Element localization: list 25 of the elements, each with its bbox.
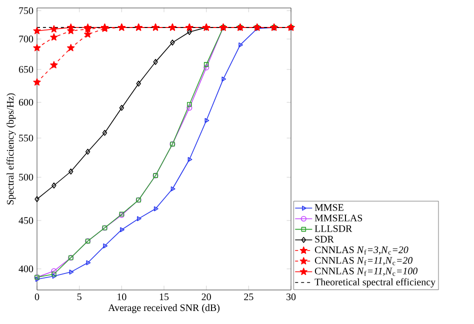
legend-label: MMSE: [314, 204, 344, 211]
y-tick-label: 700: [19, 36, 34, 42]
legend-label: CNNLAS N$_{f}$=3,N$_{c}$=20: [314, 246, 408, 255]
x-tick-label: 30: [286, 293, 296, 300]
y-tick-label: 650: [18, 66, 34, 73]
x-axis-title: Average received SNR (dB): [108, 304, 220, 314]
x-tick-label: 20: [202, 293, 211, 300]
y-tick-label: 500: [19, 174, 34, 181]
x-tick-label: 5: [77, 293, 82, 300]
legend-label: LLLSDR: [314, 225, 352, 232]
legend-label: CNNLAS N$_{f}$=11,N$_{c}$=100: [314, 268, 418, 276]
y-tick-label: 400: [18, 266, 34, 272]
x-tick-label: 0: [34, 293, 40, 300]
y-tick-label: 450: [18, 217, 34, 224]
y-tick-label: 600: [18, 98, 34, 106]
x-tick-label: 10: [118, 293, 126, 300]
legend-label: Theoretical spectral efficiency: [314, 278, 436, 288]
y-tick-label: 750: [19, 7, 34, 14]
legend-label: SDR: [315, 236, 334, 243]
y-axis-title: Spectral efficiency (bps/Hz): [6, 93, 16, 204]
x-tick-label: 15: [160, 293, 169, 300]
legend-label: CNNLAS N$_{f}$=11,N$_{c}$=20: [314, 257, 413, 266]
y-tick-label: 550: [19, 134, 34, 142]
legend-label: MMSELAS: [314, 214, 362, 222]
x-tick-label: 25: [244, 293, 254, 300]
